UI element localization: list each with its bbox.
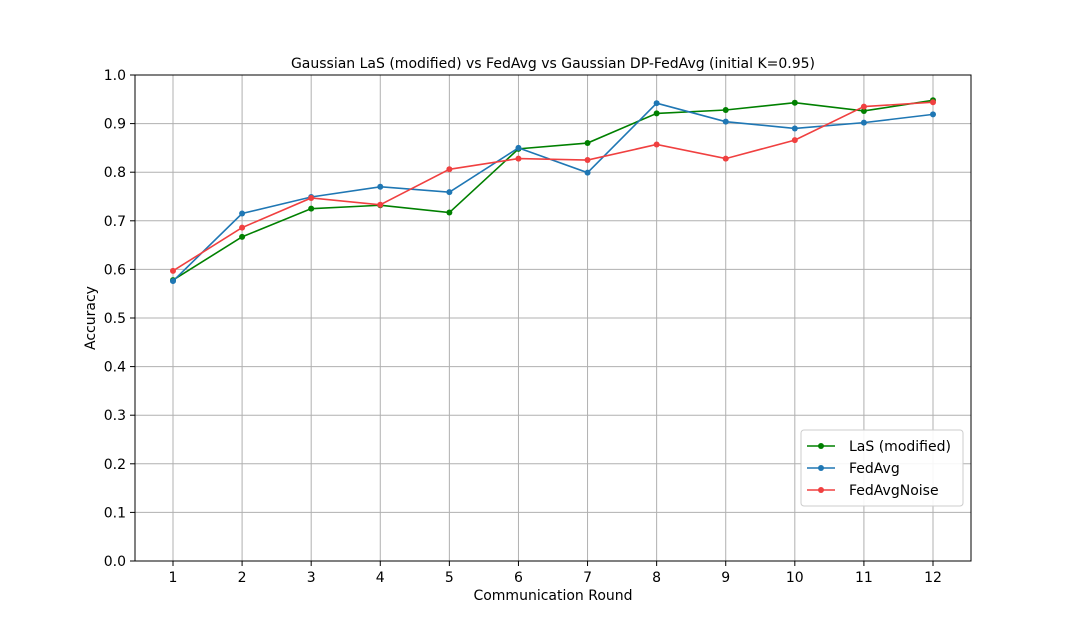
data-point [584, 169, 591, 176]
series-fedavg [170, 100, 936, 285]
data-point [446, 166, 453, 173]
data-point [446, 189, 453, 196]
data-point [170, 278, 176, 285]
y-tick-label: 0.1 [104, 505, 126, 521]
data-point [584, 140, 591, 147]
chart-title: Gaussian LaS (modified) vs FedAvg vs Gau… [291, 56, 815, 72]
data-point [653, 100, 660, 107]
data-point [722, 155, 729, 162]
x-tick-label: 2 [238, 570, 247, 586]
x-tick-label: 8 [652, 570, 661, 586]
data-point [791, 99, 798, 106]
data-point [584, 157, 591, 164]
data-point [860, 103, 867, 110]
data-point [515, 155, 522, 162]
data-point [653, 110, 660, 117]
x-tick-label: 5 [445, 570, 454, 586]
data-point [791, 125, 798, 132]
x-tick-label: 10 [786, 570, 804, 586]
series-layer [170, 97, 936, 285]
x-tick-label: 6 [514, 570, 523, 586]
legend-marker [818, 443, 824, 449]
data-point [239, 233, 246, 240]
series-line [172, 102, 934, 282]
data-point [377, 201, 384, 208]
data-point [239, 210, 246, 217]
data-point [446, 209, 453, 216]
legend-marker [818, 465, 824, 471]
series-line [172, 101, 934, 272]
legend-entry: LaS (modified) [807, 439, 951, 455]
legend: LaS (modified) FedAvg FedAvgNoise [800, 429, 964, 507]
data-point [308, 194, 315, 201]
x-axis-label: Communication Round [473, 588, 632, 604]
data-point [860, 107, 867, 114]
data-point [930, 99, 936, 106]
data-point [239, 224, 246, 231]
x-tick-label: 11 [855, 570, 873, 586]
y-axis-ticks: 0.0 0.1 0.2 0.3 0.4 0.5 0.6 0.7 0.8 0.9 1.0 [104, 68, 135, 570]
legend-box [800, 429, 964, 507]
y-tick-label: 0.4 [104, 360, 126, 376]
x-tick-label: 9 [721, 570, 730, 586]
data-point [515, 144, 522, 151]
data-point [308, 205, 315, 212]
data-point [860, 119, 867, 126]
series-line [172, 99, 934, 281]
series-las-modified [170, 97, 936, 284]
y-tick-label: 0.7 [104, 214, 126, 230]
series-fedavgnoise [170, 99, 936, 274]
legend-entry: FedAvgNoise [807, 483, 939, 499]
legend-label: LaS (modified) [849, 439, 951, 455]
x-tick-label: 12 [924, 570, 942, 586]
x-tick-label: 7 [583, 570, 592, 586]
data-point [722, 118, 729, 125]
legend-entry: FedAvg [807, 461, 900, 477]
data-point [653, 141, 660, 148]
y-tick-label: 0.2 [104, 457, 126, 473]
y-tick-label: 0.6 [104, 262, 126, 278]
y-tick-label: 0.8 [104, 165, 126, 181]
data-point [722, 106, 729, 113]
y-tick-label: 0.9 [104, 117, 126, 133]
data-point [791, 137, 798, 144]
x-axis-ticks: 1 2 3 4 5 6 7 8 9 10 11 12 [169, 561, 942, 586]
data-point [377, 183, 384, 190]
y-tick-label: 1.0 [104, 68, 126, 84]
x-tick-label: 3 [307, 570, 316, 586]
legend-marker [818, 487, 824, 493]
legend-label: FedAvgNoise [849, 483, 939, 499]
data-point [170, 267, 176, 274]
y-tick-label: 0.5 [104, 311, 126, 327]
x-tick-label: 1 [169, 570, 178, 586]
y-tick-label: 0.0 [104, 554, 126, 570]
legend-label: FedAvg [849, 461, 900, 477]
x-tick-label: 4 [376, 570, 385, 586]
y-axis-label: Accuracy [83, 286, 99, 350]
y-tick-label: 0.3 [104, 408, 126, 424]
data-point [930, 111, 936, 118]
